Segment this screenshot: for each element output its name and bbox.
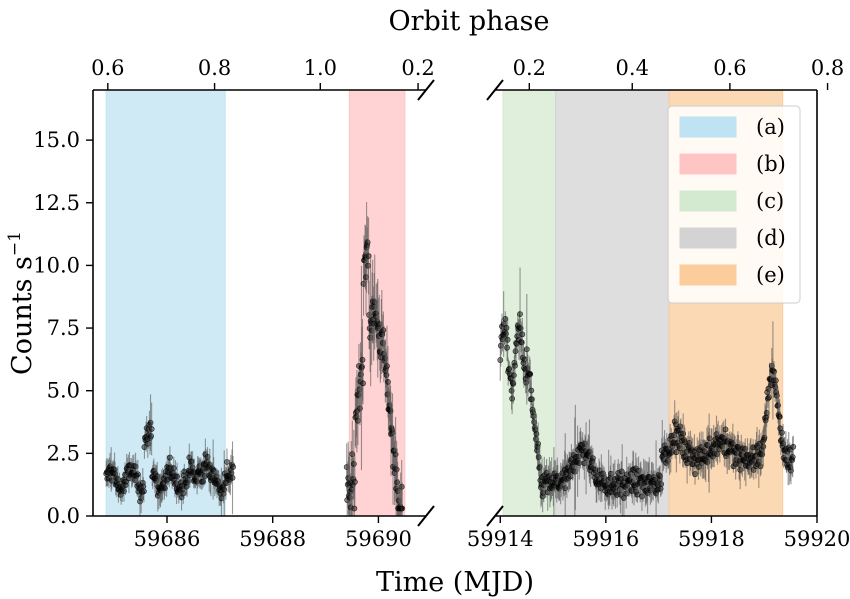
data-point xyxy=(364,239,371,246)
data-point xyxy=(772,377,779,384)
data-point xyxy=(384,363,390,369)
data-point xyxy=(140,488,147,495)
data-point xyxy=(503,324,510,331)
x-tick-label: 59686 xyxy=(134,527,201,551)
data-point xyxy=(360,380,366,387)
data-point xyxy=(790,443,797,450)
y-tick-label: 5.0 xyxy=(47,379,80,403)
legend-swatch-e xyxy=(679,264,737,286)
data-point xyxy=(224,459,230,465)
phase-tick-label: 0.2 xyxy=(401,56,434,80)
x-tick-label: 59690 xyxy=(345,527,412,551)
legend-label-b: (b) xyxy=(756,152,786,176)
y-tick-label: 0.0 xyxy=(47,504,80,528)
x-tick-label: 59918 xyxy=(678,527,745,551)
x-tick-label: 59916 xyxy=(572,527,639,551)
legend-label-c: (c) xyxy=(756,189,784,213)
data-point xyxy=(350,461,357,467)
y-axis-label-main: Counts s xyxy=(7,256,38,375)
x-tick-label: 59920 xyxy=(784,527,850,551)
right-panel-frame xyxy=(495,89,818,517)
data-point xyxy=(365,253,372,259)
y-axis-ticks: 0.0 2.5 5.0 7.5 10.0 12.5 15.0 xyxy=(33,128,93,528)
phase-axis-ticks: 0.6 0.8 1.0 0.2 0.2 0.4 0.6 0.8 xyxy=(91,56,844,90)
data-point xyxy=(148,433,154,439)
data-point xyxy=(789,454,796,460)
left-panel-frame xyxy=(92,89,426,517)
data-point xyxy=(504,336,511,343)
data-point xyxy=(167,454,173,461)
phase-tick-label: 0.8 xyxy=(198,56,231,80)
data-point xyxy=(589,455,596,462)
legend-swatch-a xyxy=(679,116,737,138)
data-point xyxy=(658,481,665,488)
data-point xyxy=(140,483,147,490)
data-point xyxy=(497,357,504,363)
data-point xyxy=(530,413,537,420)
data-point xyxy=(512,362,518,369)
data-point xyxy=(535,440,541,447)
y-tick-label: 12.5 xyxy=(33,191,80,215)
data-point xyxy=(134,471,141,478)
legend-label-a: (a) xyxy=(756,115,785,139)
data-point xyxy=(760,443,767,450)
data-point xyxy=(527,371,534,378)
data-point xyxy=(535,454,542,461)
data-point xyxy=(779,429,785,436)
data-point xyxy=(509,395,516,402)
left-panel-points xyxy=(103,201,406,516)
data-point xyxy=(523,346,530,353)
data-point xyxy=(147,419,154,426)
data-point xyxy=(681,437,688,443)
data-point xyxy=(504,344,510,351)
right-panel-points xyxy=(497,267,797,516)
legend-swatch-c xyxy=(679,190,737,212)
band-c xyxy=(502,90,557,516)
y-tick-label: 7.5 xyxy=(47,316,80,340)
y-axis-label-exponent: −1 xyxy=(5,231,25,256)
data-point xyxy=(576,460,583,466)
data-point xyxy=(722,426,729,433)
phase-tick-label: 0.6 xyxy=(91,56,124,80)
left-panel-bands xyxy=(105,90,406,516)
legend-swatch-b xyxy=(679,153,737,175)
legend-label-d: (d) xyxy=(756,226,786,250)
orbit-phase-title: Orbit phase xyxy=(389,6,550,37)
y-tick-label: 15.0 xyxy=(33,128,80,152)
x-axis-label: Time (MJD) xyxy=(376,567,534,598)
data-point xyxy=(517,311,523,317)
y-tick-label: 2.5 xyxy=(47,441,80,465)
axis-break-marks xyxy=(417,79,504,527)
x-tick-label: 59914 xyxy=(467,527,534,551)
data-point xyxy=(519,331,526,338)
phase-tick-label: 0.2 xyxy=(513,56,546,80)
data-point xyxy=(359,356,366,363)
phase-tick-label: 0.6 xyxy=(713,56,746,80)
x-axis-ticks: 59686 59688 59690 59914 59916 59918 59920 xyxy=(134,516,850,551)
data-point xyxy=(148,426,155,432)
data-point xyxy=(399,505,406,512)
data-point xyxy=(528,396,535,403)
x-tick-label: 59688 xyxy=(239,527,306,551)
data-point xyxy=(528,387,535,394)
data-point xyxy=(776,413,783,420)
phase-tick-label: 1.0 xyxy=(304,56,337,80)
legend-swatch-d xyxy=(679,227,737,249)
y-axis-label: Counts s−1 xyxy=(5,231,38,375)
data-point xyxy=(351,479,358,485)
data-point xyxy=(510,372,517,379)
legend-label-e: (e) xyxy=(756,263,785,287)
data-point xyxy=(229,474,236,481)
phase-tick-label: 0.8 xyxy=(811,56,844,80)
data-point xyxy=(766,394,772,401)
legend: (a) (b) (c) (d) (e) xyxy=(667,105,801,304)
y-tick-label: 10.0 xyxy=(33,253,80,277)
phase-tick-label: 0.4 xyxy=(616,56,649,80)
data-point xyxy=(230,464,236,470)
